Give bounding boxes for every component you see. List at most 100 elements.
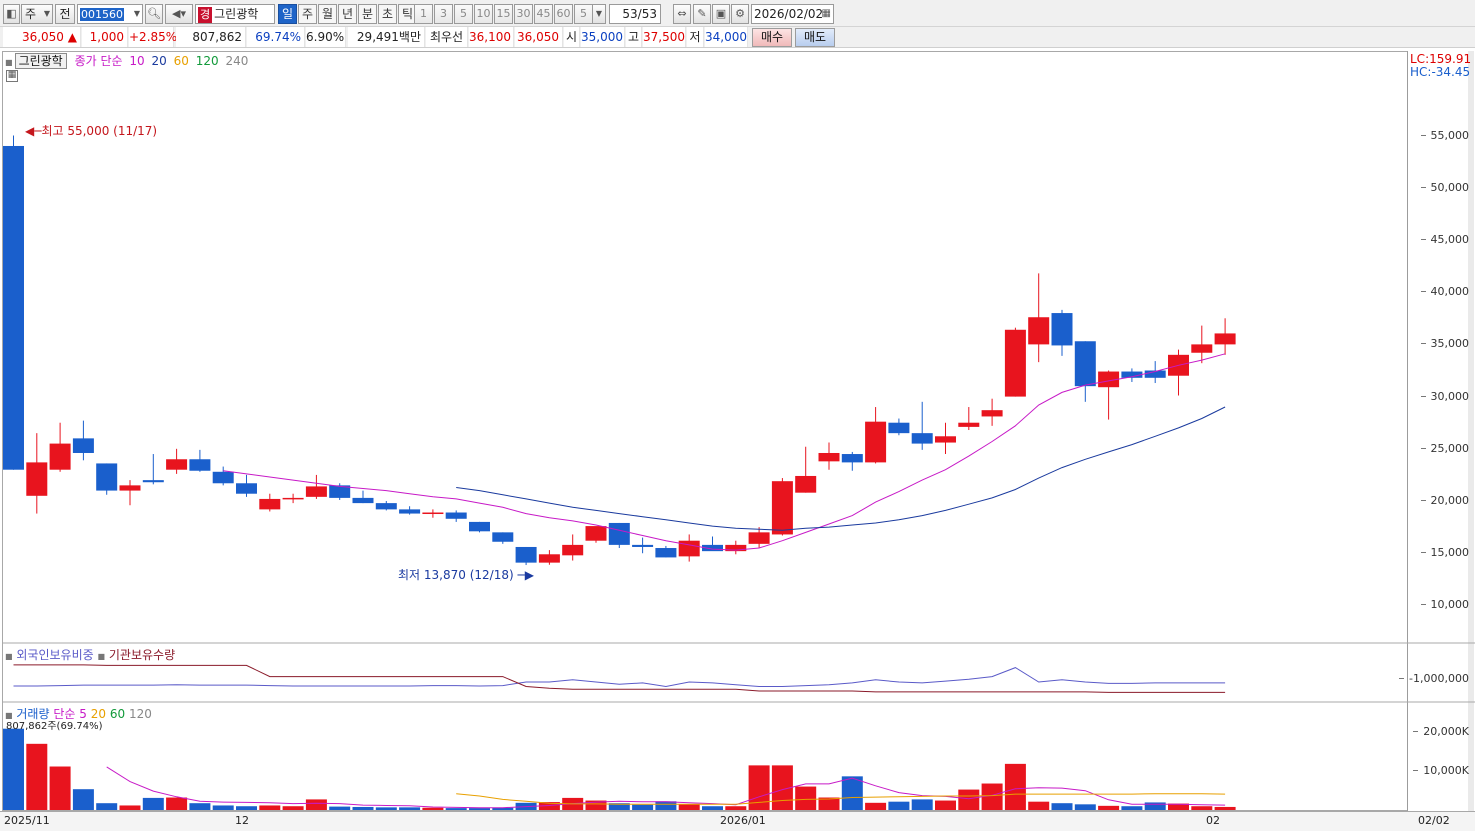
interval-60[interactable]: 60	[554, 4, 573, 24]
buy-button[interactable]: 매수	[752, 28, 792, 47]
period-select[interactable]: 주 ▼	[21, 4, 53, 24]
stock-name-field[interactable]: 경 그린광학	[195, 4, 275, 24]
draw-tool-icon[interactable]: ✎	[693, 4, 711, 24]
ma-60-label: 60	[173, 54, 189, 68]
interval-1[interactable]: 1	[414, 4, 433, 24]
volume-bar	[1214, 806, 1236, 810]
volume-bar	[538, 802, 560, 810]
tab-tick[interactable]: 틱	[398, 4, 417, 24]
open-price: 35,000	[581, 27, 625, 47]
candle-body	[399, 509, 421, 514]
candle-body	[655, 548, 677, 558]
sound-icon[interactable]: ◀▾	[165, 4, 193, 24]
quote-bar: 36,050 ▲ 1,000 +2.85% 807,862 69.74% 6.9…	[0, 27, 1475, 48]
volume-bar	[935, 800, 956, 810]
candle-body	[748, 532, 770, 544]
volume-bar	[1051, 803, 1073, 810]
save-icon[interactable]: ▣	[712, 4, 730, 24]
tab-second[interactable]: 초	[378, 4, 397, 24]
fit-chart-icon[interactable]: ⇔	[673, 4, 691, 24]
vertical-scrollbar[interactable]	[1468, 51, 1474, 811]
volume-bar	[655, 801, 677, 810]
interval-30[interactable]: 30	[514, 4, 533, 24]
ma-20-label: 20	[151, 54, 167, 68]
vol-ma-5-label: 5	[79, 707, 87, 721]
price-panel-name[interactable]: 그린광학	[14, 53, 67, 69]
candle-body	[1028, 317, 1050, 345]
low-price: 34,000	[705, 27, 748, 47]
stock-name: 그린광학	[214, 7, 259, 21]
foreign-holding-line	[13, 667, 1226, 688]
interval-45[interactable]: 45	[534, 4, 553, 24]
volume-bar	[305, 799, 327, 810]
arrow-left-icon: ◀─	[25, 124, 42, 138]
volume-bar	[3, 728, 24, 810]
volume-bar	[841, 776, 863, 810]
volume-bar	[888, 801, 910, 810]
trade-amount: 29,491백만	[348, 27, 425, 47]
chart-menu-icon[interactable]: ◧	[3, 4, 20, 24]
volume-bar	[795, 786, 817, 810]
period-select-label: 주	[25, 7, 37, 21]
chevron-down-icon: ▼	[133, 9, 140, 18]
grid-toggle-icon[interactable]: ▦	[6, 70, 18, 82]
ma-120-label: 120	[195, 54, 219, 68]
calendar-icon[interactable]: ▦	[821, 8, 831, 19]
price-tick-label: 40,000	[1420, 285, 1469, 299]
holding-legend: ■ 외국인보유비중 ■ 기관보유수량	[5, 646, 175, 663]
x-label-2026-01: 2026/01	[720, 814, 766, 827]
volume-bar	[119, 805, 141, 810]
x-axis: 2025/11 12 2026/01 02 02/02	[0, 811, 1475, 831]
prev-button[interactable]: 전	[55, 4, 75, 24]
search-icon[interactable]: 🔍︎	[145, 4, 163, 24]
institution-holding-label[interactable]: 기관보유수량	[108, 648, 176, 662]
volume-bar	[1144, 802, 1166, 810]
candle-body	[329, 485, 351, 498]
candle-body	[352, 497, 374, 504]
candle-body	[212, 471, 234, 484]
vol-ma-20-label: 20	[90, 707, 107, 721]
foreign-holding-label[interactable]: 외국인보유비중	[16, 648, 94, 662]
candle-body	[26, 462, 48, 496]
chart-area[interactable]	[2, 51, 1407, 811]
candle-body	[3, 145, 24, 470]
volume-bar	[771, 765, 793, 810]
panel-marker-icon: ■	[5, 711, 13, 720]
candle-body	[958, 422, 980, 427]
interval-15[interactable]: 15	[494, 4, 513, 24]
ma10-line	[223, 353, 1226, 551]
price-tick-label: 20,000	[1420, 494, 1469, 508]
tab-month[interactable]: 월	[318, 4, 337, 24]
candle-body	[282, 497, 304, 500]
stock-warning-badge: 경	[198, 7, 213, 23]
tab-week[interactable]: 주	[298, 4, 317, 24]
volume-bar	[96, 803, 118, 810]
volume-bar	[26, 743, 48, 810]
gear-icon[interactable]: ⚙	[731, 4, 749, 24]
candle-body	[469, 521, 490, 532]
chart-toolbar: ◧ 주 ▼ 전 001560 ▼ 🔍︎ ◀▾ 경 그린광학 일 주 월 년 분 초 …	[0, 0, 1475, 27]
tab-day[interactable]: 일	[278, 4, 297, 24]
volume-bar	[189, 803, 211, 810]
vol-ma-120-label: 120	[128, 707, 152, 721]
sell-button[interactable]: 매도	[795, 28, 835, 47]
volume-label[interactable]: 거래량	[16, 707, 50, 721]
chevron-down-icon[interactable]: ▼	[592, 4, 606, 24]
stock-code-input[interactable]: 001560 ▼	[77, 4, 143, 24]
best-bid: 36,050	[515, 27, 563, 47]
price-tick-label: 35,000	[1420, 337, 1469, 351]
date-field[interactable]: 2026/02/02 ▦	[751, 4, 834, 24]
tab-minute[interactable]: 분	[358, 4, 377, 24]
interval-10[interactable]: 10	[474, 4, 493, 24]
data-count-field[interactable]: 53/53	[609, 4, 661, 24]
candle-body	[1121, 371, 1143, 378]
candle-body	[259, 498, 281, 510]
volume-ratio: 69.74%	[247, 27, 305, 47]
candle-body	[538, 554, 560, 563]
interval-3[interactable]: 3	[434, 4, 453, 24]
interval-5[interactable]: 5	[454, 4, 473, 24]
turnover-rate: 6.90%	[306, 27, 346, 47]
tab-year[interactable]: 년	[338, 4, 357, 24]
candle-body	[562, 544, 584, 556]
